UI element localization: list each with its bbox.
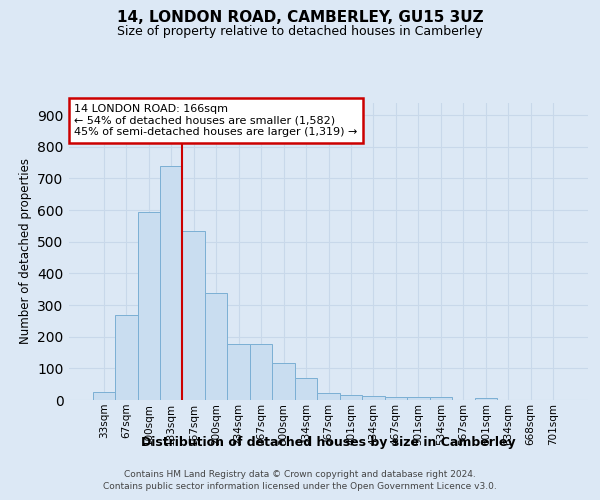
Bar — [407, 397, 430, 400]
Bar — [385, 397, 407, 400]
Bar — [362, 396, 385, 400]
Bar — [475, 398, 497, 400]
Bar — [317, 392, 340, 400]
Bar — [272, 362, 295, 400]
Y-axis label: Number of detached properties: Number of detached properties — [19, 158, 32, 344]
Bar — [340, 396, 362, 400]
Bar — [295, 378, 317, 400]
Text: 14, LONDON ROAD, CAMBERLEY, GU15 3UZ: 14, LONDON ROAD, CAMBERLEY, GU15 3UZ — [116, 10, 484, 25]
Bar — [92, 392, 115, 400]
Bar — [137, 212, 160, 400]
Text: 14 LONDON ROAD: 166sqm
← 54% of detached houses are smaller (1,582)
45% of semi-: 14 LONDON ROAD: 166sqm ← 54% of detached… — [74, 104, 358, 137]
Bar — [205, 293, 227, 400]
Text: Size of property relative to detached houses in Camberley: Size of property relative to detached ho… — [117, 25, 483, 38]
Text: Distribution of detached houses by size in Camberley: Distribution of detached houses by size … — [142, 436, 516, 449]
Bar — [227, 344, 250, 400]
Bar — [160, 166, 182, 400]
Bar — [115, 314, 137, 400]
Text: Contains public sector information licensed under the Open Government Licence v3: Contains public sector information licen… — [103, 482, 497, 491]
Bar — [250, 344, 272, 400]
Bar — [182, 230, 205, 400]
Text: Contains HM Land Registry data © Crown copyright and database right 2024.: Contains HM Land Registry data © Crown c… — [124, 470, 476, 479]
Bar — [430, 398, 452, 400]
